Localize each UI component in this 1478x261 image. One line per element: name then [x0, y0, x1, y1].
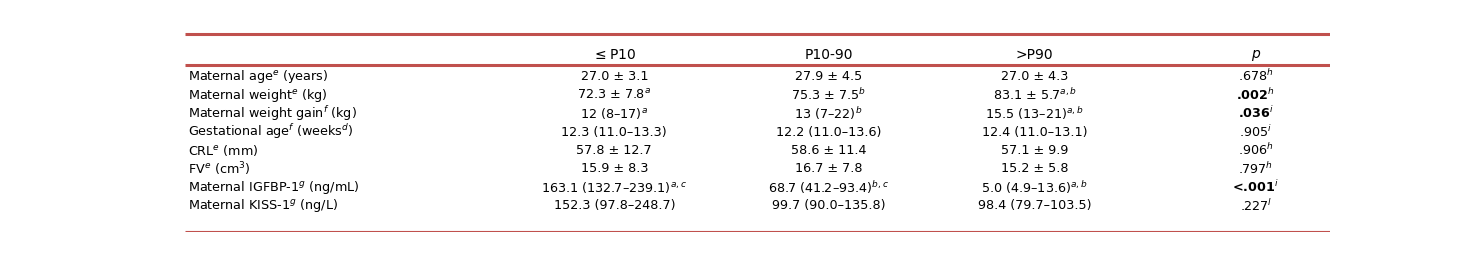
Text: <.001$^{i}$: <.001$^{i}$ [1233, 180, 1278, 195]
Text: 12.3 (11.0–13.3): 12.3 (11.0–13.3) [562, 126, 667, 139]
Text: .036$^{i}$: .036$^{i}$ [1237, 105, 1274, 121]
Text: .905$^{i}$: .905$^{i}$ [1239, 124, 1273, 140]
Text: 27.0 ± 3.1: 27.0 ± 3.1 [581, 70, 647, 83]
Text: Maternal IGFBP-1$^{g}$ (ng/mL): Maternal IGFBP-1$^{g}$ (ng/mL) [188, 179, 359, 196]
Text: $\leq$P10: $\leq$P10 [593, 49, 637, 62]
Text: 15.5 (13–21)$^{a,b}$: 15.5 (13–21)$^{a,b}$ [986, 105, 1083, 122]
Text: .227$^{l}$: .227$^{l}$ [1240, 198, 1273, 214]
Text: 163.1 (132.7–239.1)$^{a,c}$: 163.1 (132.7–239.1)$^{a,c}$ [541, 180, 687, 195]
Text: $p$: $p$ [1250, 48, 1261, 63]
Text: Maternal weight$^{e}$ (kg): Maternal weight$^{e}$ (kg) [188, 87, 328, 104]
Text: 75.3 ± 7.5$^{b}$: 75.3 ± 7.5$^{b}$ [791, 87, 866, 103]
Text: 12 (8–17)$^{a}$: 12 (8–17)$^{a}$ [581, 106, 649, 121]
Text: .002$^{h}$: .002$^{h}$ [1237, 87, 1276, 103]
Text: 15.9 ± 8.3: 15.9 ± 8.3 [581, 163, 647, 175]
Text: Maternal KISS-1$^{g}$ (ng/L): Maternal KISS-1$^{g}$ (ng/L) [188, 198, 338, 215]
Text: 68.7 (41.2–93.4)$^{b,c}$: 68.7 (41.2–93.4)$^{b,c}$ [769, 179, 888, 196]
Text: 12.2 (11.0–13.6): 12.2 (11.0–13.6) [776, 126, 881, 139]
Text: 58.6 ± 11.4: 58.6 ± 11.4 [791, 144, 866, 157]
Text: .797$^{h}$: .797$^{h}$ [1239, 161, 1273, 177]
Text: CRL$^{e}$ (mm): CRL$^{e}$ (mm) [188, 143, 259, 158]
Text: 57.8 ± 12.7: 57.8 ± 12.7 [576, 144, 652, 157]
Text: Maternal weight gain$^{f}$ (kg): Maternal weight gain$^{f}$ (kg) [188, 104, 358, 123]
Text: 152.3 (97.8–248.7): 152.3 (97.8–248.7) [554, 199, 675, 212]
Text: 16.7 ± 7.8: 16.7 ± 7.8 [795, 163, 862, 175]
Text: 15.2 ± 5.8: 15.2 ± 5.8 [1001, 163, 1069, 175]
Text: Maternal age$^{e}$ (years): Maternal age$^{e}$ (years) [188, 68, 328, 85]
Text: .906$^{h}$: .906$^{h}$ [1239, 143, 1274, 158]
Text: FV$^{e}$ (cm$^{3}$): FV$^{e}$ (cm$^{3}$) [188, 160, 251, 178]
Text: 27.0 ± 4.3: 27.0 ± 4.3 [1001, 70, 1069, 83]
Text: 83.1 ± 5.7$^{a,b}$: 83.1 ± 5.7$^{a,b}$ [993, 87, 1076, 103]
Text: .678$^{h}$: .678$^{h}$ [1239, 69, 1274, 85]
Text: 99.7 (90.0–135.8): 99.7 (90.0–135.8) [772, 199, 885, 212]
Text: 98.4 (79.7–103.5): 98.4 (79.7–103.5) [978, 199, 1091, 212]
Text: >P90: >P90 [1015, 49, 1054, 62]
Text: 5.0 (4.9–13.6)$^{a,b}$: 5.0 (4.9–13.6)$^{a,b}$ [981, 179, 1088, 196]
Text: 57.1 ± 9.9: 57.1 ± 9.9 [1001, 144, 1069, 157]
Text: 27.9 ± 4.5: 27.9 ± 4.5 [795, 70, 862, 83]
Text: 12.4 (11.0–13.1): 12.4 (11.0–13.1) [981, 126, 1088, 139]
Text: 13 (7–22)$^{b}$: 13 (7–22)$^{b}$ [794, 105, 863, 122]
Text: P10-90: P10-90 [804, 49, 853, 62]
Text: 72.3 ± 7.8$^{a}$: 72.3 ± 7.8$^{a}$ [578, 88, 652, 102]
Text: Gestational age$^{f}$ (weeks$^{d}$): Gestational age$^{f}$ (weeks$^{d}$) [188, 123, 353, 141]
